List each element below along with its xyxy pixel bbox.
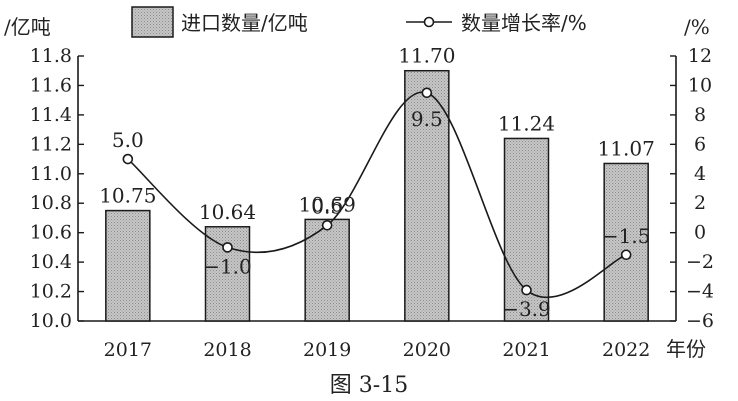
bar-value-label: 10.64 <box>199 200 256 224</box>
figure-caption: 图 3-15 <box>330 373 408 398</box>
x-axis-title: 年份 <box>666 337 706 361</box>
y-right-tick-label: 8 <box>694 104 706 126</box>
x-tick-label: 2020 <box>403 339 451 361</box>
bar-value-label: 10.69 <box>299 192 356 216</box>
legend: 进口数量/亿吨 数量增长率/% <box>131 6 587 38</box>
legend-line-label: 数量增长率/% <box>461 11 587 35</box>
bar-value-label: 11.24 <box>498 111 555 135</box>
growth-value-label: 0.5 <box>311 194 343 218</box>
legend-bar-swatch <box>131 6 174 38</box>
bar-value-label: 10.75 <box>99 184 156 208</box>
y-axis-left-ticks: 10.0 10.2 10.4 10.6 10.8 11.0 11.2 11.4 11.6 11.8 <box>30 45 84 332</box>
y-axis-left-title: /亿吨 <box>4 15 51 39</box>
x-tick-label: 2017 <box>104 339 152 361</box>
growth-value-label: 9.5 <box>411 107 443 131</box>
y-axis-right-ticks: −6 −4 −2 0 2 4 6 8 10 12 <box>670 45 714 332</box>
legend-bar-label: 进口数量/亿吨 <box>181 11 308 35</box>
y-left-tick-label: 11.2 <box>30 133 72 155</box>
bar-value-label: 11.07 <box>598 136 655 160</box>
y-left-tick-label: 10.2 <box>30 281 72 303</box>
line-series <box>122 87 632 299</box>
y-right-tick-label: 12 <box>688 45 712 67</box>
y-right-tick-label: 0 <box>694 222 706 244</box>
y-axis-right-title: /% <box>684 15 710 39</box>
bar-2019 <box>304 218 350 322</box>
y-right-tick-label: 6 <box>694 133 706 155</box>
growth-marker-2018 <box>222 242 233 253</box>
growth-marker-2021 <box>521 284 532 296</box>
y-right-tick-label: −4 <box>686 281 714 303</box>
growth-value-label: −3.9 <box>502 297 551 321</box>
growth-marker-2020 <box>421 87 433 99</box>
y-left-tick-label: 11.4 <box>30 104 72 126</box>
legend-marker <box>423 16 435 28</box>
y-right-tick-label: −2 <box>686 251 714 273</box>
y-left-tick-label: 10.8 <box>30 192 72 214</box>
y-left-tick-label: 11.6 <box>30 74 72 96</box>
growth-marker-2022 <box>620 249 632 261</box>
x-tick-label: 2019 <box>303 339 351 361</box>
x-axis-ticks: 2017 2018 2019 2020 2021 2022 <box>104 339 651 361</box>
bar-value-label: 11.70 <box>398 44 455 68</box>
bar-2022 <box>603 162 649 322</box>
growth-value-label: −1.0 <box>203 254 252 278</box>
y-right-tick-label: −6 <box>686 310 714 332</box>
y-left-tick-label: 10.6 <box>30 222 72 244</box>
growth-marker-2019 <box>321 220 333 231</box>
growth-marker-2017 <box>122 153 134 165</box>
y-right-tick-label: 2 <box>694 192 706 214</box>
x-tick-label: 2021 <box>502 339 550 361</box>
y-left-tick-label: 10.0 <box>30 310 72 332</box>
bar-2020 <box>404 69 450 322</box>
x-tick-label: 2018 <box>203 339 251 361</box>
bar-2017 <box>105 209 151 322</box>
growth-value-label: −1.5 <box>602 224 651 248</box>
y-left-tick-label: 11.0 <box>30 163 72 185</box>
growth-value-label: 5.0 <box>112 128 144 152</box>
x-tick-label: 2022 <box>602 339 650 361</box>
y-right-tick-label: 10 <box>688 74 712 96</box>
y-left-tick-label: 11.8 <box>30 45 72 67</box>
bar-series <box>105 69 649 322</box>
data-labels: 10.75 10.64 10.69 11.70 11.24 11.07 5.0 −1.0 0.5… <box>99 44 655 321</box>
y-right-tick-label: 4 <box>694 163 706 185</box>
y-left-tick-label: 10.4 <box>30 251 72 273</box>
